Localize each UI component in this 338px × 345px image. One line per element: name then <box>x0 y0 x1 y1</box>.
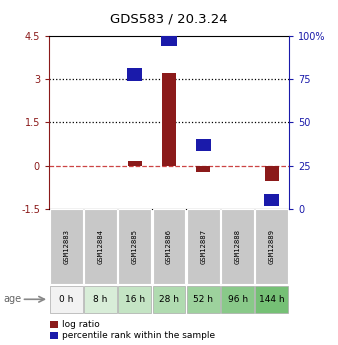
Bar <box>264 194 280 206</box>
Text: GSM12889: GSM12889 <box>269 229 275 264</box>
Bar <box>256 209 288 284</box>
Bar <box>221 209 254 284</box>
Bar <box>187 209 220 284</box>
Bar <box>84 209 117 284</box>
Bar <box>152 286 186 313</box>
Bar <box>221 286 254 313</box>
Text: age: age <box>3 294 22 304</box>
Bar <box>50 209 82 284</box>
Bar <box>162 73 176 166</box>
Text: 16 h: 16 h <box>125 295 145 304</box>
Bar <box>196 166 210 172</box>
Bar <box>162 33 176 46</box>
Text: GSM12886: GSM12886 <box>166 229 172 264</box>
Bar <box>196 139 211 151</box>
Text: GSM12884: GSM12884 <box>97 229 103 264</box>
Text: GDS583 / 20.3.24: GDS583 / 20.3.24 <box>110 12 228 25</box>
Legend: log ratio, percentile rank within the sample: log ratio, percentile rank within the sa… <box>50 320 215 341</box>
Bar <box>128 161 142 166</box>
Text: GSM12887: GSM12887 <box>200 229 206 264</box>
Text: 144 h: 144 h <box>259 295 285 304</box>
Bar <box>265 166 279 180</box>
Text: GSM12888: GSM12888 <box>235 229 241 264</box>
Text: GSM12885: GSM12885 <box>132 229 138 264</box>
Bar <box>118 286 151 313</box>
Text: 28 h: 28 h <box>159 295 179 304</box>
Text: 0 h: 0 h <box>59 295 73 304</box>
Bar <box>118 209 151 284</box>
Text: 52 h: 52 h <box>193 295 213 304</box>
Bar <box>50 286 82 313</box>
Text: 96 h: 96 h <box>227 295 248 304</box>
Bar <box>187 286 220 313</box>
Bar <box>84 286 117 313</box>
Text: 8 h: 8 h <box>93 295 107 304</box>
Bar <box>127 68 142 80</box>
Bar <box>152 209 186 284</box>
Text: GSM12883: GSM12883 <box>63 229 69 264</box>
Bar <box>256 286 288 313</box>
